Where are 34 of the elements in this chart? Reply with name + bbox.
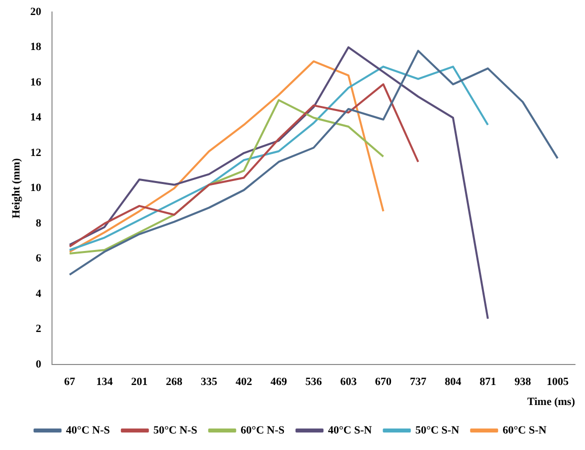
x-tick-label: 201 — [131, 376, 148, 388]
y-tick-label: 12 — [30, 146, 42, 159]
x-tick-label: 469 — [270, 376, 288, 388]
legend-label: 50°C N-S — [153, 424, 198, 436]
y-tick-label: 2 — [36, 323, 42, 336]
y-tick-label: 10 — [30, 182, 42, 194]
x-tick-label: 335 — [200, 376, 218, 388]
x-tick-label: 134 — [96, 376, 114, 388]
x-axis-title: Time (ms) — [527, 396, 576, 408]
x-tick-label: 938 — [514, 376, 532, 388]
y-tick-label: 4 — [36, 288, 42, 300]
y-tick-label: 18 — [30, 41, 42, 54]
x-tick-label: 603 — [340, 376, 358, 388]
y-tick-label: 14 — [30, 112, 42, 124]
x-tick-label: 1005 — [546, 376, 570, 388]
y-axis-title: Height (mm) — [10, 158, 22, 218]
x-tick-label: 804 — [444, 376, 462, 388]
legend-label: 40°C S-N — [328, 424, 372, 436]
y-tick-label: 8 — [36, 217, 42, 230]
legend-label: 40°C N-S — [66, 424, 110, 436]
x-tick-label: 67 — [64, 376, 76, 388]
x-tick-label: 670 — [375, 376, 392, 388]
x-tick-label: 737 — [410, 376, 427, 388]
x-tick-label: 871 — [480, 376, 496, 388]
legend-label: 60°C N-S — [240, 424, 285, 436]
y-tick-label: 0 — [36, 358, 42, 370]
x-tick-label: 402 — [236, 376, 253, 388]
y-tick-label: 16 — [30, 76, 42, 88]
legend-label: 50°C S-N — [415, 424, 460, 436]
y-tick-label: 6 — [36, 252, 42, 265]
x-tick-label: 268 — [166, 376, 183, 388]
y-tick-label: 20 — [30, 6, 42, 18]
x-tick-label: 536 — [305, 376, 322, 388]
legend-label: 60°C S-N — [502, 424, 547, 436]
